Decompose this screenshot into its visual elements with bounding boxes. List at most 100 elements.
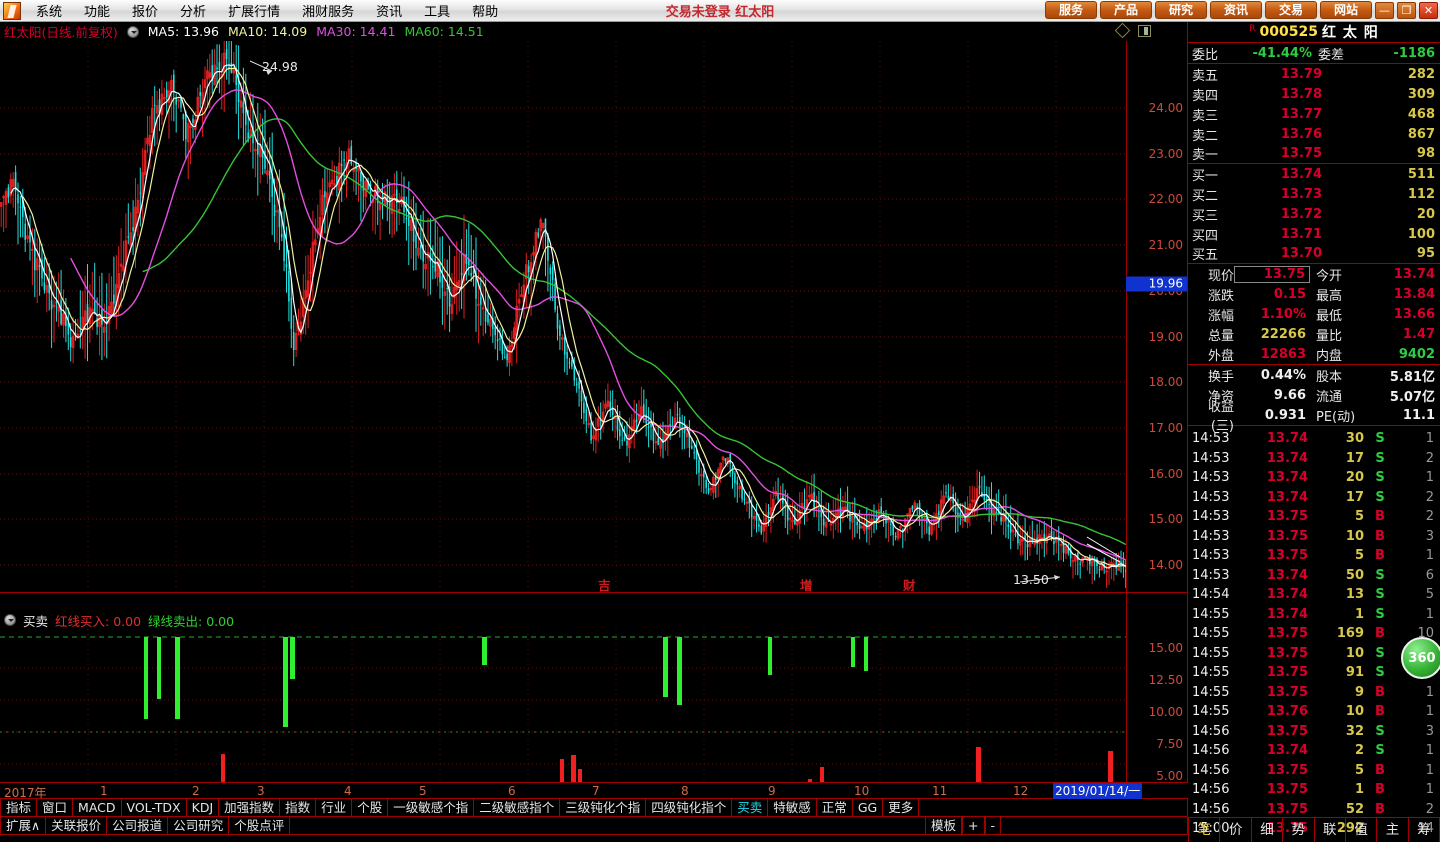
research-button[interactable]: 研究 [1155, 1, 1207, 19]
tick-row[interactable]: 14:53 13.74 20 S 1 [1188, 468, 1440, 488]
bid-row-3[interactable]: 买三 13.72 20 [1188, 204, 1440, 224]
tick-row[interactable]: 14:54 13.74 13 S 5 [1188, 585, 1440, 605]
tick-row[interactable]: 14:53 13.75 10 B 3 [1188, 527, 1440, 547]
tick-price: 13.75 [1266, 762, 1308, 778]
tab-company-research[interactable]: 公司研究 [168, 817, 230, 834]
price-panel[interactable]: 24.98 13.50 吉 增 财 [0, 41, 1126, 592]
tick-row[interactable]: 14:55 13.75 91 S [1188, 663, 1440, 683]
menu-item-8[interactable]: 帮助 [472, 5, 499, 20]
tab-level2[interactable]: 二级敏感指个 [474, 799, 561, 816]
product-button[interactable]: 产品 [1100, 1, 1152, 19]
chart-plot-area[interactable]: 24.98 13.50 吉 增 财 买卖 红线买入: 0.00 绿线卖出: 0.… [0, 41, 1126, 801]
menu-item-4[interactable]: 扩展行情 [228, 5, 281, 20]
tick-row[interactable]: 14:56 13.75 1 B 1 [1188, 780, 1440, 800]
tick-row[interactable]: 14:55 13.75 10 S [1188, 644, 1440, 664]
tick-row[interactable]: 14:55 13.75 9 B 1 [1188, 683, 1440, 703]
tab-level4[interactable]: 四级钝化指个 [646, 799, 733, 816]
tab-index[interactable]: 指数 [280, 799, 317, 816]
tab-normal[interactable]: 正常 [817, 799, 853, 816]
tab-industry[interactable]: 行业 [316, 799, 353, 816]
ask-row-2[interactable]: 卖二 13.76 867 [1188, 124, 1440, 144]
trade-button[interactable]: 交易 [1265, 1, 1317, 19]
tab-window[interactable]: 窗口 [37, 799, 74, 816]
tick-row[interactable]: 14:56 13.74 2 S 1 [1188, 741, 1440, 761]
bid-row-2[interactable]: 买二 13.73 112 [1188, 184, 1440, 204]
tab-expand[interactable]: 扩展∧ [0, 817, 47, 834]
service-button[interactable]: 服务 [1045, 1, 1097, 19]
tick-row[interactable]: 14:53 13.74 17 S 2 [1188, 488, 1440, 508]
menu-item-5[interactable]: 湘财服务 [302, 5, 355, 20]
tab-kdj[interactable]: KDJ [187, 799, 220, 816]
ask-row-5[interactable]: 卖五 13.79 282 [1188, 64, 1440, 84]
tick-row[interactable]: 14:53 13.75 5 B 1 [1188, 546, 1440, 566]
tab-more[interactable]: 更多 [883, 799, 920, 816]
tab-stock[interactable]: 个股 [352, 799, 389, 816]
rtab-detail[interactable]: 细 [1252, 818, 1284, 842]
sub-indicator-panel[interactable] [0, 629, 1126, 801]
minimize-icon[interactable]: — [1375, 1, 1394, 19]
rtab-ticks[interactable]: 笔 [1188, 818, 1221, 842]
tick-row[interactable]: 14:56 13.75 52 B 2 [1188, 800, 1440, 820]
tick-trade-list[interactable]: 14:53 13.74 30 S 1 14:53 13.74 17 S 2 14:53 13.74 20… [1188, 429, 1440, 839]
bid-label-5: 买五 [1192, 248, 1219, 263]
rtab-main[interactable]: 主 [1377, 818, 1409, 842]
bid-row-5[interactable]: 买五 13.70 95 [1188, 244, 1440, 264]
tick-row[interactable]: 14:53 13.75 5 B 2 [1188, 507, 1440, 527]
tick-row[interactable]: 14:55 13.76 10 B 1 [1188, 702, 1440, 722]
tab-enhanced-index[interactable]: 加强指数 [219, 799, 281, 816]
chart-pane[interactable]: 红太阳(日线.前复权) MA5: 13.96 MA10: 14.09 MA30:… [0, 22, 1188, 801]
diamond-icon[interactable] [1114, 22, 1131, 39]
menu-item-3[interactable]: 分析 [180, 5, 207, 20]
indicator-tab-bar[interactable]: 指标 窗口 MACD VOL-TDX KDJ 加强指数 指数 行业 个股 一级敏… [0, 799, 1188, 817]
ask-row-3[interactable]: 卖三 13.77 468 [1188, 104, 1440, 124]
chevron-down-circle-icon[interactable] [126, 25, 139, 38]
tab-buysell[interactable]: 买卖 [732, 799, 769, 816]
tick-row[interactable]: 14:53 13.74 50 S 6 [1188, 566, 1440, 586]
ask-row-4[interactable]: 卖四 13.78 309 [1188, 84, 1440, 104]
menu-item-1[interactable]: 功能 [84, 5, 111, 20]
stats-divider [1188, 364, 1440, 365]
tab-level3[interactable]: 三级钝化个指 [560, 799, 647, 816]
tab-company-news[interactable]: 公司报道 [107, 817, 169, 834]
tab-sensitive[interactable]: 特敏感 [768, 799, 817, 816]
extended-tab-bar[interactable]: 扩展∧ 关联报价 公司报道 公司研究 个股点评 [0, 817, 1188, 835]
ask-row-1[interactable]: 卖一 13.75 98 [1188, 144, 1440, 164]
bid-row-4[interactable]: 买四 13.71 100 [1188, 224, 1440, 244]
quote-bottom-tabs[interactable]: 笔 价 细 势 联 值 主 筹 [1188, 817, 1440, 842]
tick-row[interactable]: 14:56 13.75 5 B 1 [1188, 761, 1440, 781]
tick-row[interactable]: 14:55 13.75 169 B 10 [1188, 624, 1440, 644]
tab-gg[interactable]: GG [853, 799, 884, 816]
template-controls[interactable]: 模板 + - [925, 817, 1002, 835]
template-plus-button[interactable]: + [962, 817, 985, 835]
tick-row[interactable]: 14:56 13.75 32 S 3 [1188, 722, 1440, 742]
restore-icon[interactable]: ❐ [1397, 1, 1416, 19]
tab-macd[interactable]: MACD [73, 799, 122, 816]
menu-item-0[interactable]: 系统 [36, 5, 63, 20]
browser-badge-icon[interactable]: 360 [1401, 637, 1440, 679]
tab-indicator[interactable]: 指标 [0, 799, 38, 816]
panel-toggle-icon[interactable] [1138, 25, 1151, 37]
rtab-chips[interactable]: 筹 [1409, 818, 1440, 842]
tab-stock-review[interactable]: 个股点评 [229, 817, 291, 834]
menu-item-6[interactable]: 资讯 [376, 5, 403, 20]
menu-item-2[interactable]: 报价 [132, 5, 159, 20]
tab-vol-tdx[interactable]: VOL-TDX [122, 799, 187, 816]
rtab-price[interactable]: 价 [1220, 818, 1252, 842]
rtab-value[interactable]: 值 [1346, 818, 1378, 842]
tab-level1[interactable]: 一级敏感个指 [388, 799, 475, 816]
tick-row[interactable]: 14:53 13.74 30 S 1 [1188, 429, 1440, 449]
tick-row[interactable]: 14:55 13.74 1 S 1 [1188, 605, 1440, 625]
close-icon[interactable]: ✕ [1419, 1, 1438, 19]
date-x-axis[interactable]: 2017年 1 2 3 4 5 6 7 8 9 10 11 12 2019/01… [0, 782, 1188, 800]
rtab-trend[interactable]: 势 [1283, 818, 1315, 842]
website-button[interactable]: 网站 [1320, 1, 1372, 19]
rtab-linked[interactable]: 联 [1315, 818, 1346, 842]
tick-row[interactable]: 14:53 13.74 17 S 2 [1188, 449, 1440, 469]
menu-item-7[interactable]: 工具 [424, 5, 451, 20]
template-minus-button[interactable]: - [984, 817, 1002, 835]
sub-chevron-down-circle-icon[interactable] [4, 614, 16, 626]
news-button[interactable]: 资讯 [1210, 1, 1262, 19]
template-button[interactable]: 模板 [925, 817, 963, 835]
bid-row-1[interactable]: 买一 13.74 511 [1188, 164, 1440, 184]
tab-related-quote[interactable]: 关联报价 [46, 817, 108, 834]
